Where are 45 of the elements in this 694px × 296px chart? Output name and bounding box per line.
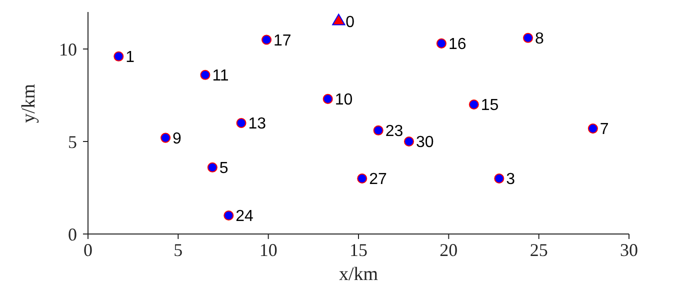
point <box>468 99 479 110</box>
point <box>436 38 446 48</box>
point <box>200 70 210 80</box>
annotation: 13 <box>248 116 266 133</box>
annotation: 17 <box>274 32 292 50</box>
annotation: 0 <box>346 14 355 31</box>
annotation: 30 <box>416 134 434 152</box>
point <box>357 173 368 184</box>
point <box>494 173 504 184</box>
point <box>588 124 598 134</box>
point <box>373 125 384 136</box>
annotation: 15 <box>480 97 499 114</box>
point <box>523 32 534 43</box>
point <box>404 136 414 147</box>
x-tick-label: 15 <box>350 240 368 260</box>
annotation: 5 <box>219 160 228 178</box>
x-tick-label: 0 <box>84 240 92 260</box>
annotation: 27 <box>369 171 388 188</box>
annotation: 16 <box>448 36 466 54</box>
annotation: 11 <box>212 68 229 85</box>
y-tick-label: 5 <box>68 132 77 152</box>
x-tick-label: 20 <box>440 240 458 260</box>
x-tick-label: 25 <box>530 240 548 260</box>
point <box>114 51 124 62</box>
x-axis-title: x/km <box>338 264 378 285</box>
point <box>224 210 234 221</box>
point <box>322 94 333 104</box>
annotation: 7 <box>600 121 609 138</box>
x-tick-label: 30 <box>620 240 638 260</box>
annotation: 23 <box>385 123 404 140</box>
annotation: 1 <box>126 49 135 66</box>
y-tick-label: 0 <box>68 224 77 244</box>
annotation: 10 <box>334 92 353 109</box>
y-tick-label: 10 <box>59 39 77 60</box>
point <box>236 118 246 128</box>
annotation: 3 <box>506 171 516 188</box>
annotation: 8 <box>535 30 544 48</box>
point <box>207 162 218 172</box>
point <box>262 34 272 45</box>
x-tick-label: 10 <box>259 240 278 260</box>
annotation: 24 <box>236 208 254 226</box>
y-axis-title: y/km <box>18 84 40 123</box>
point <box>160 132 171 143</box>
x-tick-label: 5 <box>174 240 183 260</box>
annotation: 9 <box>172 130 182 148</box>
